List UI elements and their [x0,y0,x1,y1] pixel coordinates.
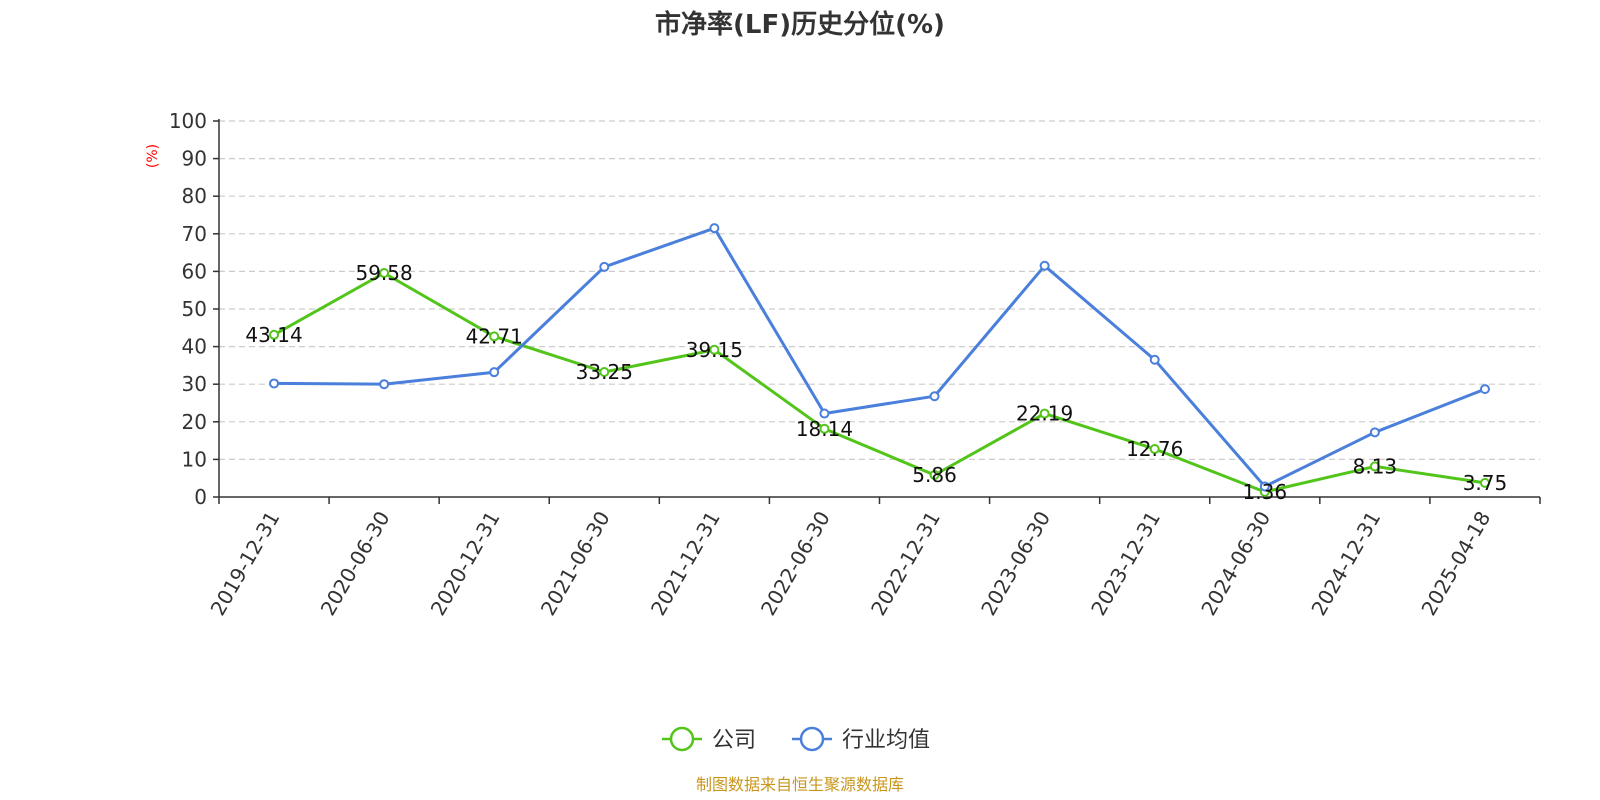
x-tick-label: 2023-12-31 [1086,507,1165,620]
data-point [379,267,390,278]
data-label: 43.14 [245,323,302,347]
data-point [269,378,280,389]
data-point [1369,461,1380,472]
series-line-0 [273,271,1486,494]
data-label: 5.86 [912,463,957,487]
data-point [489,331,500,342]
data-point [819,408,830,419]
data-label: 22.19 [1016,402,1073,426]
source-note: 制图数据来自恒生聚源数据库 [696,775,904,794]
y-tick-label: 70 [182,222,207,246]
data-point [1479,477,1490,488]
data-point [269,329,280,340]
data-point [929,469,940,480]
x-tick-label: 2020-06-30 [316,507,395,620]
x-tick-label: 2024-12-31 [1306,507,1385,620]
data-point [1369,427,1380,438]
data-label: 18.14 [796,417,853,441]
data-labels: 43.14 59.58 42.71 33.25 39.15 18.14 5.86 22.19 1… [245,261,1507,504]
data-label: 1.36 [1243,480,1288,504]
x-axis: 2019-12-31 2020-06-30 2020-12-31 2021-06-30… [206,496,1541,620]
data-label: 59.58 [355,261,412,285]
data-point [1479,384,1490,395]
data-point [929,391,940,402]
series-lines [273,226,1486,494]
data-point [489,367,500,378]
y-tick-label: 30 [182,372,207,396]
data-point [1149,444,1160,455]
y-tick-label: 100 [169,109,207,133]
data-label: 39.15 [686,338,743,362]
x-tick-label: 2022-12-31 [866,507,945,620]
data-point [709,223,720,234]
y-tick-label: 0 [194,485,207,509]
data-label: 42.71 [466,324,523,348]
x-tick-label: 2019-12-31 [206,507,285,620]
x-tick-label: 2022-06-30 [756,507,835,620]
data-point [599,366,610,377]
y-tick-label: 20 [182,410,207,434]
y-tick-label: 10 [182,447,207,471]
series-points [269,223,1490,497]
data-point [1149,354,1160,365]
x-tick-label: 2025-04-18 [1416,507,1495,620]
y-tick-label: 60 [182,259,207,283]
y-axis-unit-label: (%) [145,144,161,168]
x-tick-label: 2020-12-31 [426,507,505,620]
data-label: 3.75 [1463,471,1508,495]
data-label: 12.76 [1126,437,1183,461]
y-tick-label: 90 [182,147,207,171]
legend-marker-0 [669,726,695,752]
data-point [709,344,720,355]
data-point [819,423,830,434]
legend-marker-1 [799,726,825,752]
legend: 公司 行业均值 [662,726,930,753]
series-line-1 [273,226,1486,488]
x-tick-label: 2024-06-30 [1196,507,1275,620]
legend-label-0: 公司 [712,728,756,753]
data-point [1039,408,1050,419]
data-point [1259,481,1270,492]
data-point [1039,260,1050,271]
y-tick-label: 40 [182,335,207,359]
data-label: 8.13 [1353,454,1398,478]
y-tick-label: 80 [182,184,207,208]
x-tick-label: 2021-12-31 [646,507,725,620]
y-axis: 0 10 20 30 40 50 60 70 80 90 100 [169,109,220,509]
data-point [379,379,390,390]
x-tick-label: 2021-06-30 [536,507,615,620]
x-tick-label: 2023-06-30 [976,507,1055,620]
legend-label-1: 行业均值 [842,728,930,753]
chart-title: 市净率(LF)历史分位(%) [655,9,945,40]
grid-lines [219,120,1540,460]
y-tick-label: 50 [182,297,207,321]
data-label: 33.25 [576,360,633,384]
data-point [599,261,610,272]
